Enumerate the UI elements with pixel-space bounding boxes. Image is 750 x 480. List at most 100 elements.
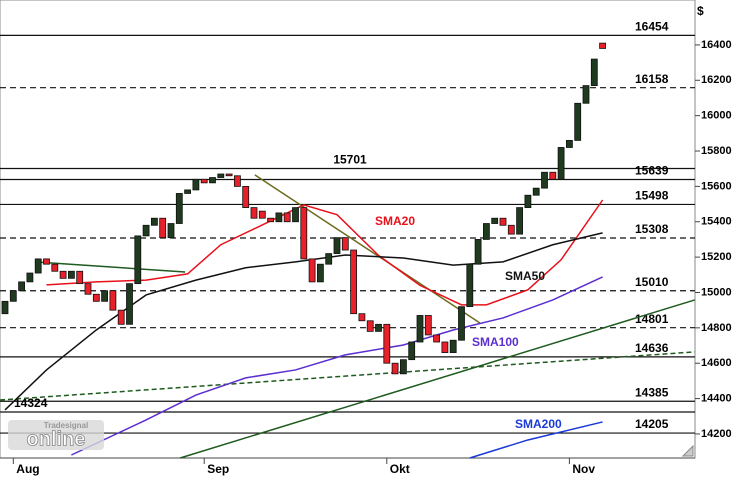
candle-body [325,253,333,265]
candle-body [9,290,17,302]
y-tick-label: 14400 [701,392,732,404]
y-tick-label: 15400 [701,216,732,228]
level-label: 15308 [635,222,669,236]
level-label: 15639 [635,164,669,178]
candle-body [126,283,133,325]
candle-body [482,223,490,240]
candle-body [267,217,275,223]
series-label: SMA200 [515,417,562,431]
candle-body [358,313,366,322]
candle-body [366,320,374,332]
trend-line [0,351,695,401]
candle-body [242,185,250,209]
candle-body [499,217,507,226]
candle-body [341,237,349,251]
x-tick-label: Okt [390,462,410,476]
candle-body [458,306,465,341]
candle-body [383,323,391,364]
candle-body [233,175,241,187]
series-label: SMA100 [472,335,519,349]
candle-body [582,85,590,104]
logo-name: online [27,428,86,450]
candle-body [424,315,432,336]
candle-body [491,217,499,224]
candle-body [524,194,532,209]
logo-brand: Tradesignal [44,421,88,430]
candle-body [375,323,382,332]
plot-frame [0,0,696,459]
candle-body [549,171,557,180]
candle-body [474,239,482,265]
candle-body [76,270,84,285]
candle-body [150,217,158,226]
candle-body [557,147,565,180]
candle-body [117,309,125,325]
candle-body [466,263,474,308]
candle-body [51,263,59,272]
sma-line [46,199,604,306]
y-tick-label: 14200 [701,428,732,440]
trend-line [254,174,481,324]
level-label: 15010 [635,275,669,289]
candle-body [200,178,208,184]
candle-body [308,258,316,283]
level-label: 15498 [635,189,669,203]
candle-body [92,293,100,302]
y-tick-label: 16200 [701,74,732,86]
candle-body [316,263,324,283]
candle-body [159,217,167,239]
candle-body [192,178,200,191]
series-label: SMA50 [505,269,545,283]
candle-body [184,189,192,194]
candle-body [350,249,358,315]
candle-body [399,359,407,375]
level-label: 14324 [14,396,48,410]
sma-line [469,421,603,459]
candle-body [101,290,108,302]
candle-body [333,237,341,254]
y-tick-label: 15800 [701,145,732,157]
level-label: 16454 [635,20,669,34]
candle-body [416,315,424,343]
candle-body [68,270,75,279]
candle-body [391,362,399,375]
x-tick-label: Sep [207,462,229,476]
candle-body [449,339,457,354]
y-tick-label: 15600 [701,180,732,192]
candle-body [599,42,606,49]
candle-body [167,223,175,239]
candle-body [142,224,150,237]
candle-body [258,210,266,219]
candle-body [34,258,42,274]
candle-body [84,283,92,295]
candle-body [532,187,540,196]
sma-line [4,232,603,411]
candle-body [59,270,67,279]
candle-body [590,58,598,86]
candle-body [408,341,416,361]
candle-body [300,207,308,260]
sma-line [71,276,603,456]
candle-body [283,212,291,223]
candle-body [175,193,183,224]
level-label: 14801 [635,312,669,326]
candle-body [109,290,117,311]
logo-box [8,420,104,450]
trend-line [34,261,186,273]
candle-body [1,300,9,315]
candle-body [26,272,34,283]
candle-body [250,207,258,219]
level-label: 14385 [635,385,669,399]
currency-label: $ [697,4,704,18]
y-tick-label: 15000 [701,286,732,298]
corner-mark [681,444,694,457]
candle-body [292,207,299,223]
y-tick-label: 16400 [701,39,732,51]
candle-body [217,173,225,178]
candle-body [275,212,283,223]
logo: Tradesignal online [8,420,104,451]
y-tick-label: 15200 [701,251,732,263]
candle-body [209,177,216,184]
x-tick-label: Aug [16,462,39,476]
